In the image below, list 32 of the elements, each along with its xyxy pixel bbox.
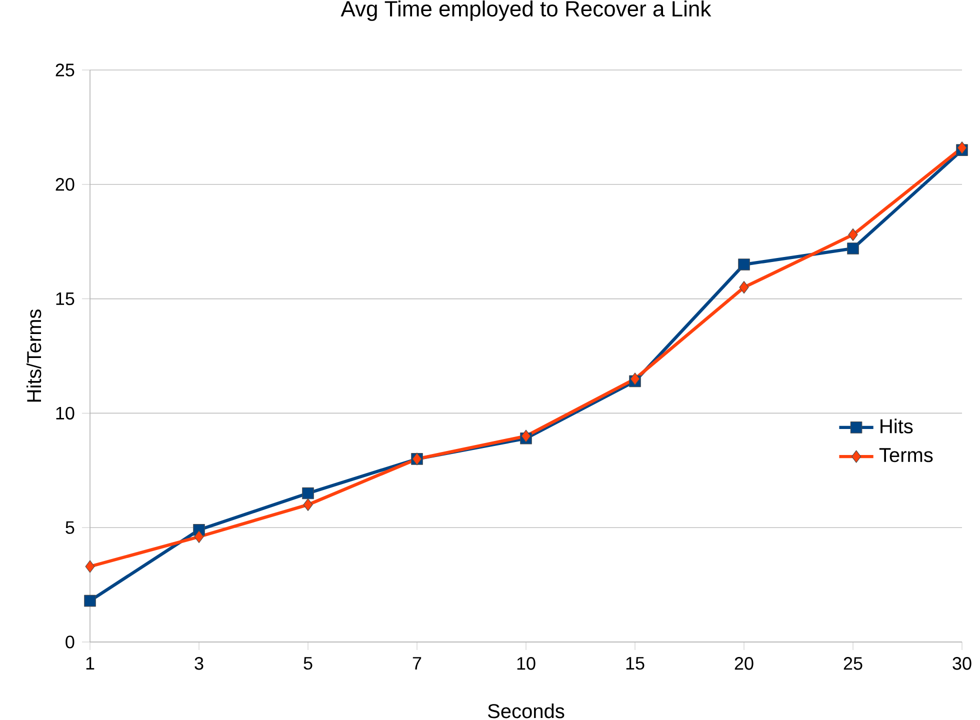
y-tick-label: 0 (66, 636, 74, 648)
y-tick-label: 25 (56, 64, 74, 76)
x-tick-label: 5 (304, 657, 312, 670)
x-axis-title: Seconds (488, 704, 564, 718)
point (85, 560, 95, 573)
legend-label: Hits (880, 418, 913, 434)
x-tick-label: 20 (734, 657, 754, 670)
point (194, 530, 204, 544)
x-tick-label: 25 (844, 657, 862, 670)
legend-label: Terms (879, 448, 933, 462)
x-tick-label: 30 (952, 657, 972, 670)
x-tick-label: 7 (412, 657, 422, 670)
point (84, 594, 96, 607)
x-tick-label: 15 (626, 657, 644, 670)
y-tick-label: 5 (66, 521, 74, 534)
x-tick-label: 3 (194, 657, 204, 670)
x-tick-label: 1 (86, 657, 94, 670)
x-tick-label: 10 (517, 657, 536, 670)
point (302, 487, 314, 500)
y-tick-label: 10 (56, 406, 74, 420)
y-axis-title: Hits/Terms (26, 309, 42, 402)
point (847, 242, 859, 254)
point (739, 281, 749, 294)
point (303, 498, 313, 512)
point (848, 228, 858, 242)
point (738, 258, 750, 270)
point (521, 430, 531, 442)
chart-title: Avg Time employed to Recover a Link (340, 0, 712, 21)
y-tick-label: 20 (56, 178, 74, 191)
point (630, 372, 640, 386)
point (957, 141, 967, 154)
y-tick-label: 15 (56, 292, 74, 306)
